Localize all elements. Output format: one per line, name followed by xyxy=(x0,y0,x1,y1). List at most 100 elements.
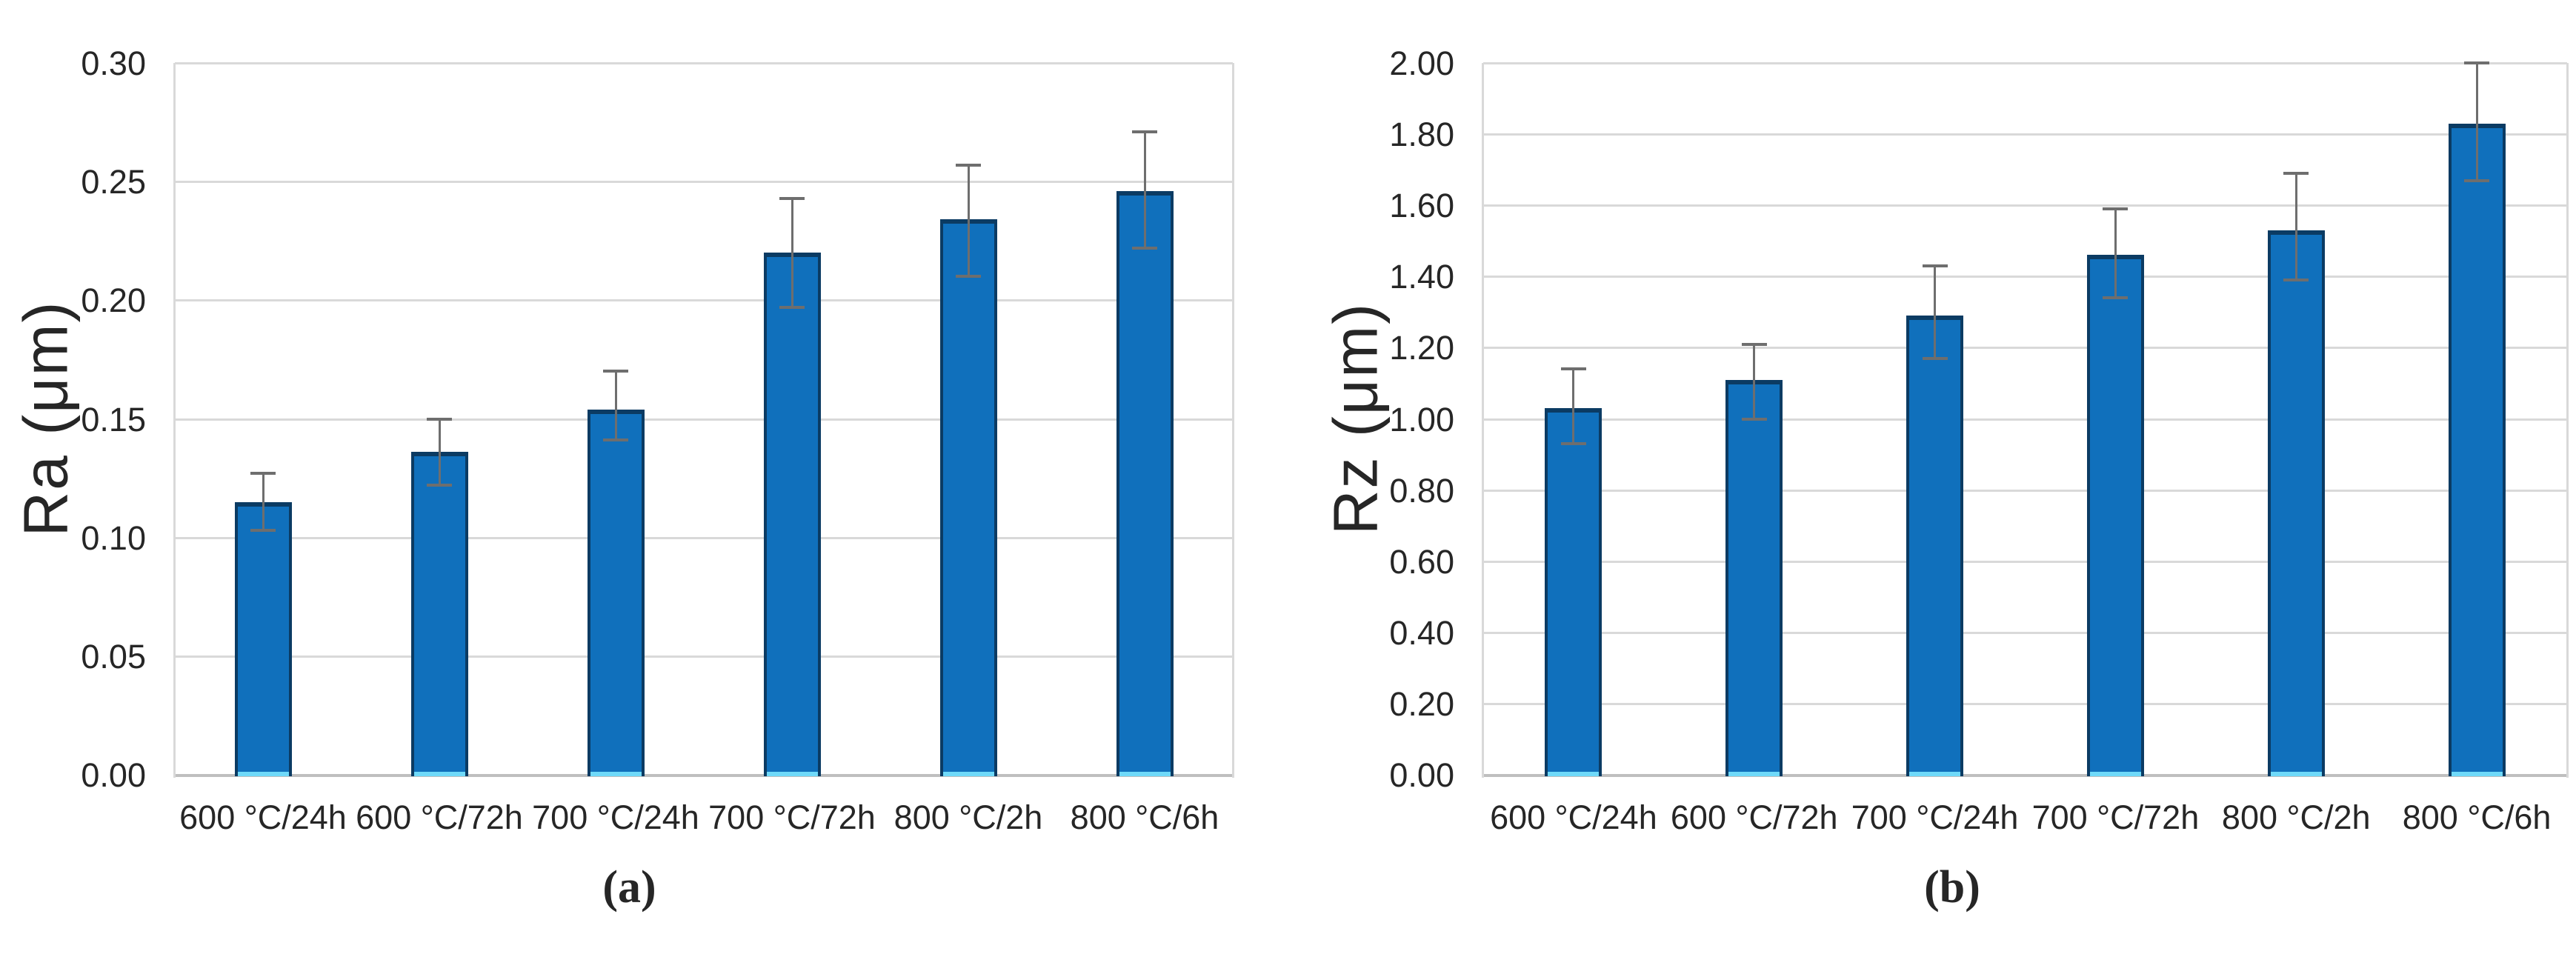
y-tick-label: 1.60 xyxy=(1389,187,1454,225)
plot-area-b: 0.00 0.20 0.40 0.60 0.80 1.00 1.20 1.40 1.60 1.80… xyxy=(1389,44,2569,794)
error-cap-bottom xyxy=(956,275,981,278)
gridline xyxy=(175,418,1233,421)
bar-600 °C/24h xyxy=(234,501,292,776)
bar-600 °C/72h xyxy=(410,452,468,776)
y-tick-label: 0.10 xyxy=(81,518,146,557)
error-bar xyxy=(1934,265,1937,358)
x-tick-label: 600 °C/72h xyxy=(1670,798,1838,836)
gridline xyxy=(1483,133,2567,136)
error-bar xyxy=(614,371,617,441)
error-cap-top xyxy=(1741,342,1767,346)
plot-border-right xyxy=(1232,63,1234,778)
x-tick-label: 700 °C/72h xyxy=(708,798,876,836)
error-bar xyxy=(262,473,264,531)
error-cap-top xyxy=(2103,207,2129,210)
bar-800 °C/6h xyxy=(2448,123,2506,776)
caption-a: (a) xyxy=(602,862,656,913)
plot-border-left xyxy=(173,63,176,778)
error-cap-bottom xyxy=(603,438,628,442)
x-tick-label: 800 °C/6h xyxy=(2402,798,2552,836)
y-tick-label: 0.00 xyxy=(81,756,146,794)
gridline xyxy=(175,62,1233,64)
x-tick-label: 800 °C/6h xyxy=(1070,798,1219,836)
error-cap-top xyxy=(603,370,628,373)
error-bar xyxy=(1753,344,1756,419)
error-bar xyxy=(1572,369,1575,444)
plot-area-a: 0.00 0.05 0.10 0.15 0.20 0.25 0.30 xyxy=(81,44,1234,794)
x-tick-label: 600 °C/24h xyxy=(1490,798,1657,836)
bar-700 °C/24h xyxy=(587,409,645,776)
bar-600 °C/24h xyxy=(1545,408,1602,776)
y-tick-label: 0.00 xyxy=(1389,756,1454,794)
gridline xyxy=(1483,276,2567,278)
error-cap-bottom xyxy=(2283,278,2309,282)
gridline xyxy=(1483,489,2567,492)
error-bar xyxy=(438,418,441,486)
y-tick-label: 0.30 xyxy=(81,44,146,82)
y-tick-label: 0.20 xyxy=(81,281,146,320)
y-tick-label: 2.00 xyxy=(1389,44,1454,82)
error-cap-top xyxy=(779,196,805,200)
error-bar xyxy=(967,164,970,277)
gridline xyxy=(175,655,1233,658)
error-cap-bottom xyxy=(779,305,805,309)
y-tick-label: 1.40 xyxy=(1389,258,1454,296)
error-bar xyxy=(2294,173,2297,281)
error-cap-bottom xyxy=(1560,442,1586,446)
bar-baseline-highlight xyxy=(942,772,994,776)
bar-baseline-highlight xyxy=(766,772,818,776)
bar-baseline-highlight xyxy=(1548,772,1600,776)
gridline xyxy=(1483,418,2567,421)
gridline xyxy=(1483,204,2567,207)
x-tick-label: 700 °C/24h xyxy=(1851,798,2019,836)
bar-baseline-highlight xyxy=(1909,772,1961,776)
gridline xyxy=(1483,631,2567,634)
error-cap-bottom xyxy=(2464,179,2490,182)
bar-800 °C/2h xyxy=(2267,230,2325,776)
x-tick-label: 600 °C/72h xyxy=(356,798,523,836)
gridline xyxy=(175,536,1233,539)
y-tick-label: 0.80 xyxy=(1389,471,1454,510)
y-tick-label: 0.15 xyxy=(81,400,146,438)
bar-700 °C/72h xyxy=(763,253,821,776)
y-tick-label: 1.80 xyxy=(1389,116,1454,154)
gridline xyxy=(175,299,1233,302)
plot-border-right xyxy=(2566,63,2569,778)
gridline xyxy=(1483,62,2567,64)
error-cap-bottom xyxy=(250,529,276,533)
x-tick-label: 800 °C/2h xyxy=(2221,798,2371,836)
error-cap-top xyxy=(1132,130,1157,133)
error-cap-bottom xyxy=(1132,246,1157,250)
y-tick-label: 0.40 xyxy=(1389,613,1454,652)
bar-600 °C/72h xyxy=(1725,379,1783,776)
error-bar xyxy=(2114,209,2117,298)
caption-b: (b) xyxy=(1924,862,1980,913)
gridline xyxy=(175,181,1233,184)
y-tick-label: 1.20 xyxy=(1389,329,1454,367)
error-cap-top xyxy=(1922,264,1948,267)
error-cap-bottom xyxy=(1922,356,1948,360)
error-cap-bottom xyxy=(1741,417,1767,421)
x-tick-label: 800 °C/2h xyxy=(893,798,1043,836)
y-tick-label: 0.25 xyxy=(81,163,146,201)
bar-800 °C/6h xyxy=(1116,190,1174,776)
error-cap-top xyxy=(2283,171,2309,175)
bar-baseline-highlight xyxy=(590,772,642,776)
bar-baseline-highlight xyxy=(1119,772,1171,776)
error-bar xyxy=(2475,63,2478,181)
bar-700 °C/24h xyxy=(1906,316,1964,776)
y-tick-label: 0.60 xyxy=(1389,542,1454,581)
plot-border-left xyxy=(1482,63,1484,778)
bar-800 °C/2h xyxy=(939,219,997,776)
x-axis-line xyxy=(175,774,1233,777)
bar-baseline-highlight xyxy=(2270,772,2322,776)
error-cap-bottom xyxy=(427,484,452,487)
error-cap-top xyxy=(250,472,276,476)
y-tick-label: 1.00 xyxy=(1389,400,1454,438)
bar-baseline-highlight xyxy=(2089,772,2141,776)
x-tick-label: 700 °C/24h xyxy=(532,798,699,836)
x-tick-label: 700 °C/72h xyxy=(2031,798,2200,836)
gridline xyxy=(1483,560,2567,563)
x-tick-label: 600 °C/24h xyxy=(179,798,347,836)
